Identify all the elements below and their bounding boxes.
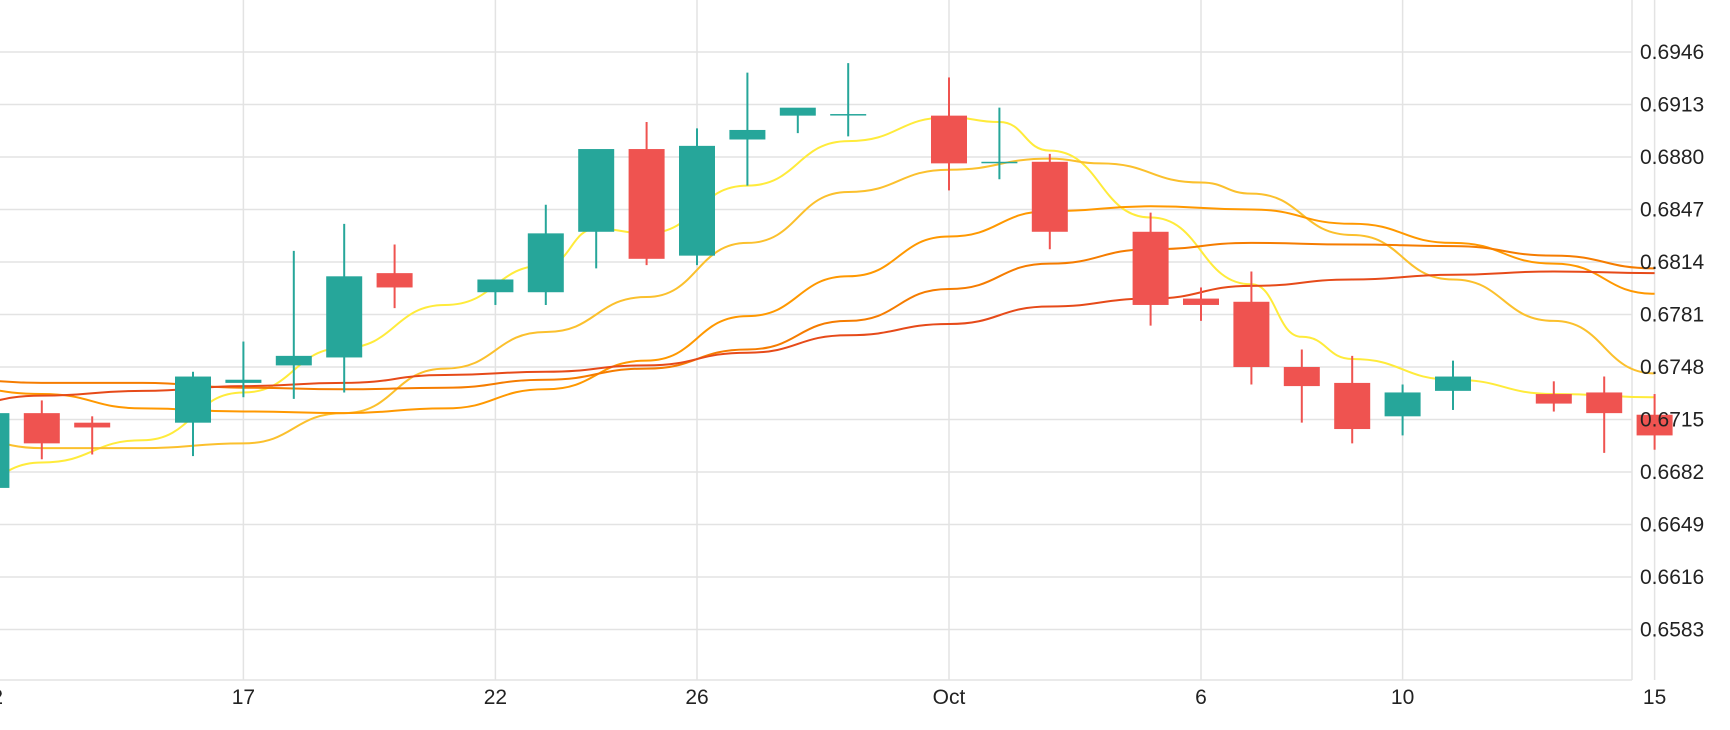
candle (628, 122, 665, 266)
candle-body (1233, 301, 1270, 367)
candle-body (1334, 382, 1371, 430)
candle (679, 128, 715, 266)
candle-body (74, 422, 111, 428)
axis-layer: 0.6946 0.6913 0.6880 0.6847 0.6814 0.6781 0.67… (0, 41, 1705, 709)
x-tick-label: 12 (0, 686, 3, 709)
y-tick-label: 0.6814 (1640, 251, 1705, 274)
candle-body (628, 149, 665, 259)
candle (578, 149, 615, 269)
candle (74, 416, 111, 455)
candle (275, 250, 312, 399)
candle (1334, 355, 1371, 444)
moving-average-line-3 (0, 205, 1655, 415)
candle-body (23, 413, 60, 444)
moving-average-layer (0, 116, 1655, 478)
candle-body (779, 107, 816, 116)
candle (376, 244, 413, 309)
candle-body (981, 161, 1018, 164)
y-tick-label: 0.6913 (1640, 94, 1704, 117)
y-tick-label: 0.6583 (1640, 619, 1704, 642)
grid-layer (0, 0, 1656, 681)
candle-body (225, 379, 262, 383)
candle (1435, 360, 1471, 410)
candle (326, 223, 363, 393)
candle (0, 413, 10, 488)
candle-body (477, 279, 514, 293)
moving-average-line-2 (0, 157, 1655, 450)
candle (830, 63, 867, 137)
candle (1384, 384, 1421, 436)
x-tick-label: 26 (685, 686, 708, 709)
y-tick-label: 0.6616 (1640, 566, 1704, 589)
candle (1535, 381, 1572, 412)
candle-body (0, 413, 10, 488)
candle-body (527, 233, 564, 293)
y-tick-label: 0.6748 (1640, 356, 1704, 379)
moving-average-line-4 (0, 241, 1655, 391)
x-tick-label: 15 (1643, 686, 1666, 709)
candle-body (1132, 231, 1169, 305)
y-tick-label: 0.6682 (1640, 461, 1704, 484)
y-tick-label: 0.6847 (1640, 199, 1704, 222)
candle-body (1183, 298, 1219, 305)
candle (1031, 153, 1068, 250)
candle-body (830, 114, 867, 116)
candle-body (931, 115, 967, 164)
candle-layer (0, 63, 1673, 488)
candle-body (275, 355, 312, 366)
y-tick-label: 0.6649 (1640, 514, 1704, 537)
candle (225, 341, 262, 398)
moving-average-line-1 (0, 116, 1655, 478)
x-tick-label: 6 (1195, 686, 1207, 709)
candle (23, 400, 60, 460)
candle (1233, 271, 1270, 385)
candle (1183, 287, 1219, 321)
x-tick-label: 22 (484, 686, 507, 709)
candle-body (1283, 367, 1320, 387)
candle (981, 107, 1018, 180)
candle-body (175, 376, 211, 423)
moving-average-line-5 (0, 270, 1655, 401)
candle (1132, 212, 1169, 326)
candle-body (679, 145, 715, 256)
candle-body (1435, 376, 1471, 391)
candle-body (1586, 392, 1623, 414)
candle (1586, 376, 1623, 453)
candle-body (1384, 392, 1421, 417)
candle-body (729, 129, 766, 140)
x-tick-label: Oct (933, 686, 966, 709)
candle-body (578, 149, 615, 232)
candle (1636, 394, 1673, 450)
candle (527, 204, 564, 305)
candle-body (1636, 414, 1673, 436)
candle (729, 72, 766, 186)
y-tick-label: 0.6880 (1640, 146, 1704, 169)
y-tick-label: 0.6946 (1640, 41, 1704, 64)
candle-body (1031, 161, 1068, 232)
candle (1283, 349, 1320, 423)
y-tick-label: 0.6715 (1640, 409, 1704, 432)
candle-body (326, 276, 363, 358)
candle-body (376, 273, 413, 288)
candle (779, 107, 816, 134)
candle (931, 77, 967, 191)
candle-body (1535, 394, 1572, 404)
x-tick-label: 10 (1391, 686, 1414, 709)
y-tick-label: 0.6781 (1640, 304, 1704, 327)
candle (477, 279, 514, 305)
x-tick-label: 17 (232, 686, 255, 709)
candle (175, 371, 211, 457)
